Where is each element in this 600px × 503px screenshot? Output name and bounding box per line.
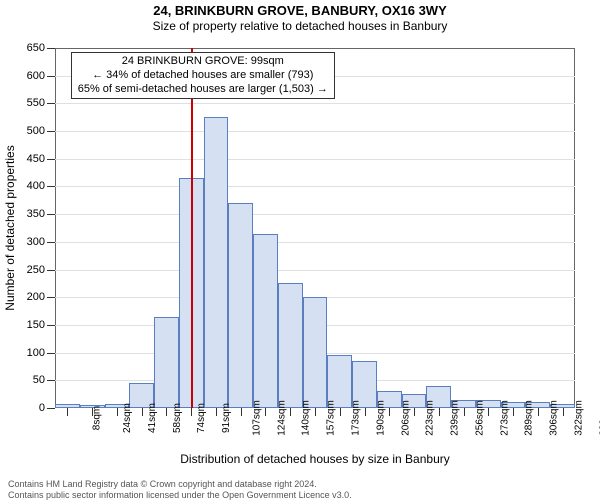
y-tick-label: 100 (27, 347, 45, 359)
y-tick (47, 103, 55, 104)
x-tick-label: 289sqm (524, 400, 535, 436)
y-tick (47, 297, 55, 298)
x-tick (464, 408, 465, 416)
y-tick (47, 325, 55, 326)
y-axis-label: Number of detached properties (3, 145, 17, 310)
y-tick (47, 48, 55, 49)
y-tick (47, 380, 55, 381)
y-tick (47, 270, 55, 271)
x-tick-label: 91sqm (221, 403, 232, 433)
marker-line (191, 48, 193, 408)
x-axis-label: Distribution of detached houses by size … (180, 452, 450, 466)
histogram-bar (228, 203, 253, 408)
y-tick (47, 76, 55, 77)
x-tick (290, 408, 291, 416)
x-tick-label: 24sqm (122, 403, 133, 433)
gridline (55, 131, 575, 132)
x-tick (563, 408, 564, 416)
y-tick-label: 50 (33, 374, 45, 386)
y-tick-label: 0 (39, 402, 45, 414)
gridline (55, 103, 575, 104)
y-tick (47, 408, 55, 409)
x-tick (538, 408, 539, 416)
y-tick-label: 300 (27, 236, 45, 248)
x-tick-label: 190sqm (375, 400, 386, 436)
x-tick (265, 408, 266, 416)
x-tick (142, 408, 143, 416)
y-tick-label: 150 (27, 319, 45, 331)
gridline (55, 214, 575, 215)
footer: Contains HM Land Registry data © Crown c… (8, 479, 352, 501)
y-tick (47, 131, 55, 132)
y-tick (47, 214, 55, 215)
x-tick (117, 408, 118, 416)
annotation-line3: 65% of semi-detached houses are larger (… (78, 83, 328, 97)
annotation-box: 24 BRINKBURN GROVE: 99sqm ← 34% of detac… (71, 52, 335, 99)
x-tick-label: 223sqm (425, 400, 436, 436)
y-tick (47, 242, 55, 243)
y-tick-label: 400 (27, 180, 45, 192)
histogram-bar (204, 117, 229, 408)
footer-line1: Contains HM Land Registry data © Crown c… (8, 479, 352, 490)
footer-line2: Contains public sector information licen… (8, 490, 352, 501)
annotation-line2: ← 34% of detached houses are smaller (79… (78, 69, 328, 83)
x-tick-label: 173sqm (351, 400, 362, 436)
x-tick-label: 124sqm (276, 400, 287, 436)
x-tick-label: 41sqm (147, 403, 158, 433)
y-tick-label: 550 (27, 97, 45, 109)
histogram-chart: 050100150200250300350400450500550600650 … (55, 48, 575, 408)
x-tick-label: 322sqm (573, 400, 584, 436)
x-tick-label: 256sqm (474, 400, 485, 436)
x-tick (414, 408, 415, 416)
histogram-bar (253, 234, 278, 408)
x-tick-label: 206sqm (400, 400, 411, 436)
x-tick (92, 408, 93, 416)
x-tick-label: 8sqm (92, 406, 103, 430)
x-tick-label: 74sqm (196, 403, 207, 433)
y-tick (47, 186, 55, 187)
y-tick-label: 250 (27, 264, 45, 276)
histogram-bar (154, 317, 179, 408)
y-tick-label: 650 (27, 42, 45, 54)
y-tick-label: 500 (27, 125, 45, 137)
page-title: 24, BRINKBURN GROVE, BANBURY, OX16 3WY (0, 3, 600, 18)
x-tick-label: 140sqm (301, 400, 312, 436)
x-tick (166, 408, 167, 416)
histogram-bar (278, 283, 303, 408)
histogram-bar (303, 297, 328, 408)
annotation-line1: 24 BRINKBURN GROVE: 99sqm (78, 55, 328, 69)
x-tick (340, 408, 341, 416)
x-tick (389, 408, 390, 416)
x-tick-label: 107sqm (252, 400, 263, 436)
x-tick (365, 408, 366, 416)
gridline (55, 186, 575, 187)
x-tick-label: 157sqm (326, 400, 337, 436)
y-tick (47, 353, 55, 354)
gridline (55, 242, 575, 243)
y-tick-label: 350 (27, 208, 45, 220)
y-tick (47, 159, 55, 160)
page-subtitle: Size of property relative to detached ho… (0, 19, 600, 33)
x-tick (241, 408, 242, 416)
x-tick (191, 408, 192, 416)
x-tick-label: 58sqm (172, 403, 183, 433)
x-tick (439, 408, 440, 416)
x-tick (67, 408, 68, 416)
x-tick (488, 408, 489, 416)
x-tick (216, 408, 217, 416)
gridline (55, 270, 575, 271)
x-tick (513, 408, 514, 416)
y-tick-label: 600 (27, 70, 45, 82)
gridline (55, 159, 575, 160)
y-tick-label: 450 (27, 153, 45, 165)
x-tick-label: 273sqm (499, 400, 510, 436)
x-tick-label: 306sqm (549, 400, 560, 436)
y-tick-label: 200 (27, 291, 45, 303)
x-tick-label: 239sqm (450, 400, 461, 436)
x-tick (315, 408, 316, 416)
